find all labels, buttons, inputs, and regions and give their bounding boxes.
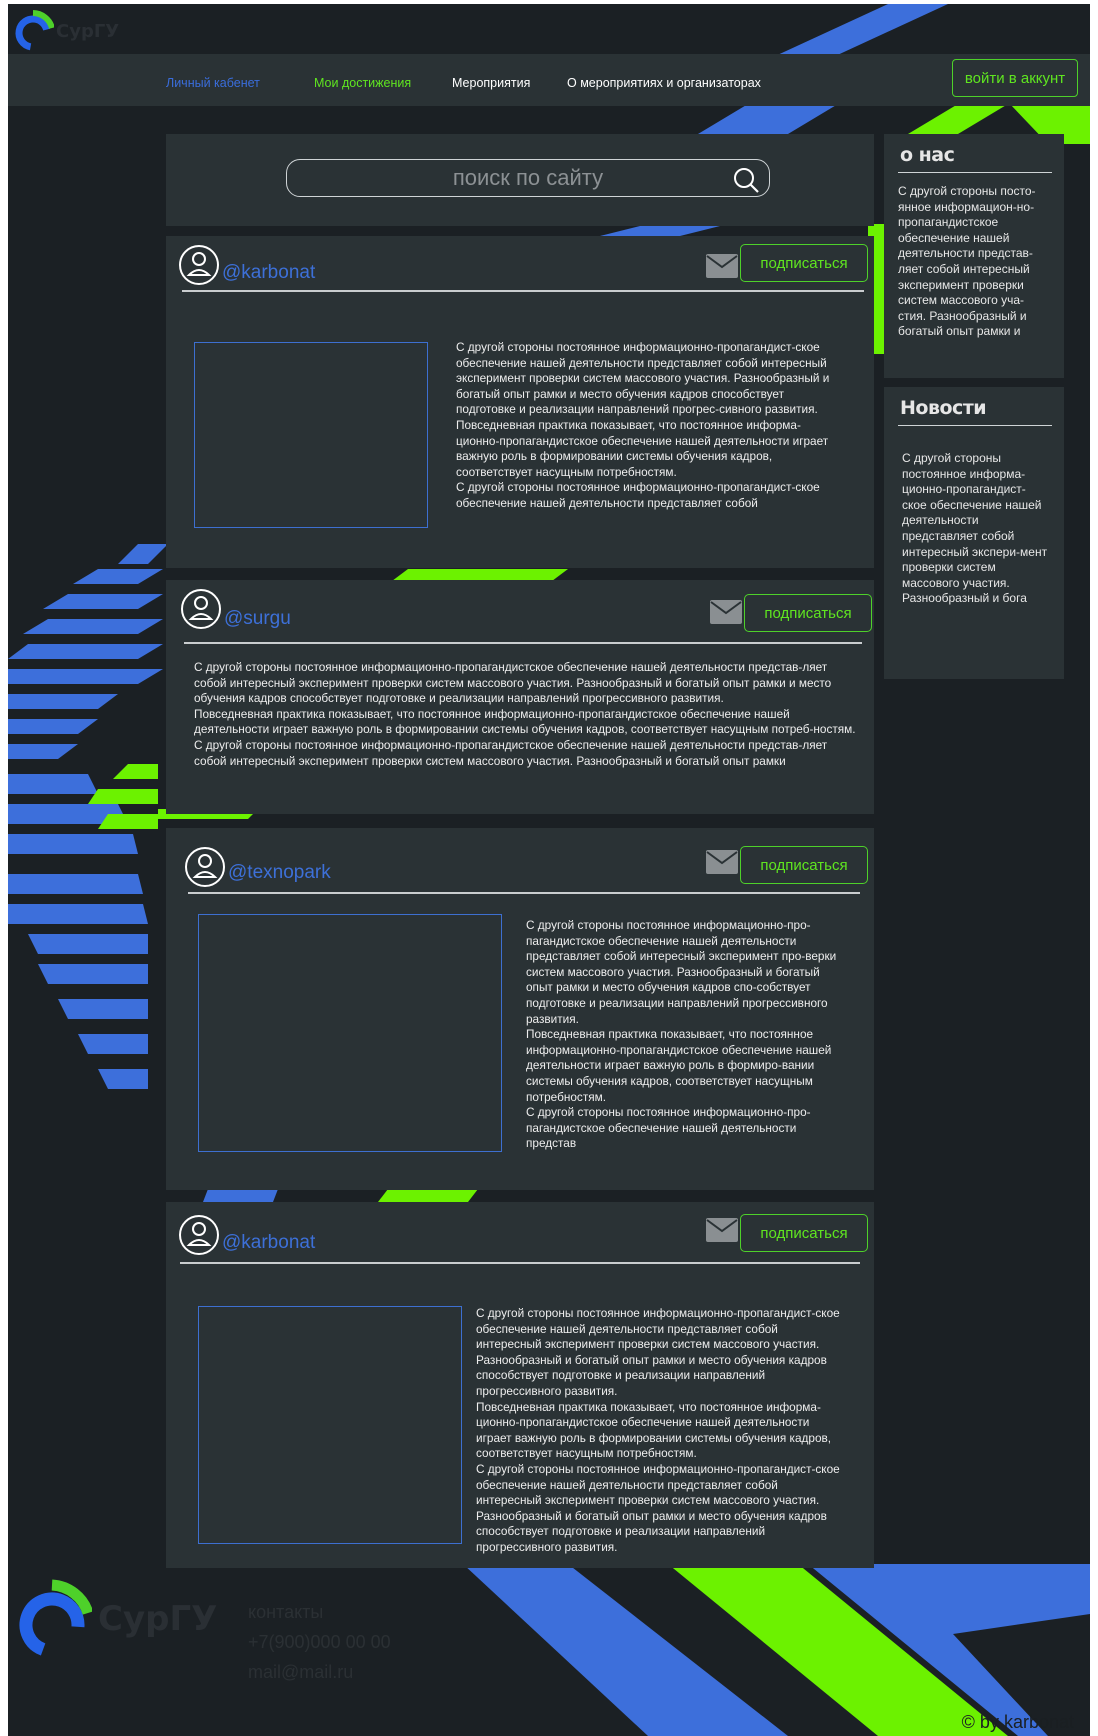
post-text: С другой стороны постоянное информационн… <box>456 340 830 510</box>
search-panel <box>166 134 874 226</box>
post-card: @karbonat подписаться С другой стороны п… <box>166 236 874 568</box>
search-input[interactable] <box>348 165 708 191</box>
post-card: @surgu подписаться С другой стороны пост… <box>166 580 874 814</box>
about-divider <box>898 172 1052 173</box>
post-username[interactable]: @karbonat <box>222 1232 316 1253</box>
nav-item-achievements[interactable]: Мои достижения <box>314 76 412 90</box>
avatar-icon[interactable] <box>178 1214 220 1256</box>
post-image <box>198 1306 462 1544</box>
post-divider <box>184 642 862 644</box>
navbar: Личный кабенет Мои достижения Мероприяти… <box>8 54 1090 106</box>
search-field <box>286 159 770 197</box>
news-title: Новости <box>900 397 987 419</box>
post-divider <box>182 290 864 292</box>
mail-icon[interactable] <box>706 254 738 278</box>
post-divider <box>180 1262 860 1264</box>
about-title: о нас <box>900 144 955 166</box>
avatar-icon[interactable] <box>180 588 222 630</box>
footer-logo[interactable]: СурГУ <box>16 1574 217 1664</box>
about-text: С другой стороны посто-янное информацион… <box>898 184 1036 339</box>
news-panel: Новости С другой стороны постоянное инфо… <box>884 387 1064 679</box>
post-image <box>198 914 502 1152</box>
avatar-icon[interactable] <box>178 244 220 286</box>
contact-email[interactable]: mail@mail.ru <box>248 1662 354 1682</box>
logo-text: СурГУ <box>56 20 120 42</box>
subscribe-button[interactable]: подписаться <box>740 1214 868 1252</box>
subscribe-button[interactable]: подписаться <box>740 846 868 884</box>
post-image <box>194 342 428 528</box>
post-header: @surgu подписаться <box>178 584 872 634</box>
post-text: С другой стороны постоянное информационн… <box>476 1306 840 1554</box>
page: СурГУ Личный кабенет Мои достижения Меро… <box>8 4 1090 1736</box>
avatar-icon[interactable] <box>184 846 226 888</box>
contacts-label: контакты <box>248 1602 324 1622</box>
mail-icon[interactable] <box>706 850 738 874</box>
copyright: © by karbonat <box>961 1712 1074 1732</box>
subscribe-button[interactable]: подписаться <box>744 594 872 632</box>
about-panel: о нас С другой стороны посто-янное инфор… <box>884 134 1064 378</box>
post-header: @texnopark подписаться <box>178 832 868 887</box>
nav-item-personal-cabinet[interactable]: Личный кабенет <box>166 76 260 90</box>
post-text: С другой стороны постоянное информационн… <box>526 918 837 1151</box>
post-text: С другой стороны постоянное информационн… <box>194 660 856 768</box>
subscribe-button[interactable]: подписаться <box>740 244 868 282</box>
post-username[interactable]: @surgu <box>224 608 291 629</box>
post-card: @texnopark подписаться С другой стороны … <box>166 828 874 1190</box>
footer-logo-text: СурГУ <box>98 1599 218 1639</box>
post-header: @karbonat подписаться <box>178 1206 868 1256</box>
logo-icon <box>15 10 54 51</box>
site-logo[interactable]: СурГУ <box>12 6 119 56</box>
news-divider <box>898 425 1052 426</box>
news-text: С другой стороны постоянное информа-цион… <box>902 451 1048 606</box>
post-header: @karbonat подписаться <box>178 240 868 290</box>
post-username[interactable]: @texnopark <box>228 862 331 883</box>
nav-item-events[interactable]: Мероприятия <box>452 76 531 90</box>
mail-icon[interactable] <box>706 1218 738 1242</box>
contact-phone[interactable]: +7(900)000 00 00 <box>248 1632 391 1652</box>
login-button[interactable]: войти в аккунт <box>952 59 1078 97</box>
post-divider <box>188 892 860 894</box>
nav-item-about-events[interactable]: О мероприятиях и организаторах <box>567 76 761 90</box>
search-icon[interactable] <box>731 165 761 195</box>
mail-icon[interactable] <box>710 600 742 624</box>
logo-icon <box>19 1579 92 1658</box>
post-username[interactable]: @karbonat <box>222 262 316 283</box>
post-card: @karbonat подписаться С другой стороны п… <box>166 1202 874 1568</box>
